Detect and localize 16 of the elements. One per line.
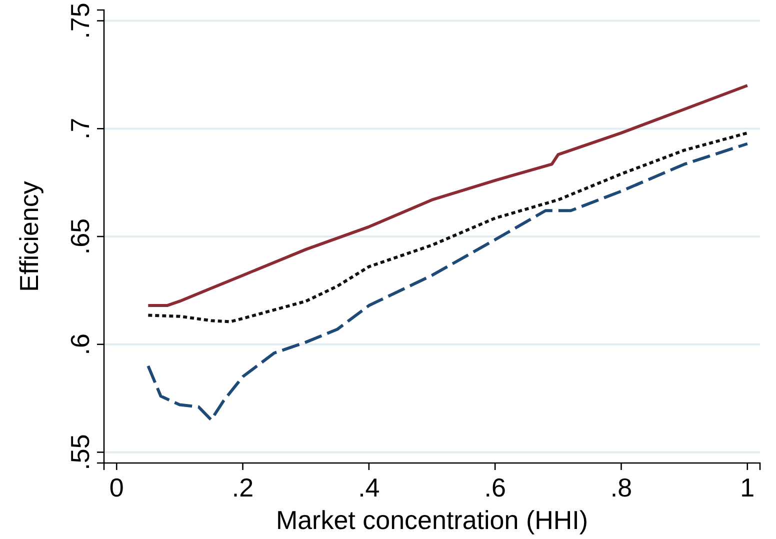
line-series [146, 131, 749, 324]
line-series [146, 142, 749, 422]
x-tick-label: .8 [610, 472, 632, 502]
y-axis-title: Efficiency [14, 181, 44, 292]
y-tick-label: .65 [65, 218, 96, 255]
x-tick-label: 1 [740, 472, 755, 502]
y-tick-label: .7 [65, 118, 96, 140]
x-tick-label: .2 [232, 472, 254, 502]
x-axis-title: Market concentration (HHI) [276, 505, 588, 535]
y-tick-label: .6 [65, 334, 96, 356]
line-series [146, 84, 749, 308]
x-tick-label: 0 [109, 472, 124, 502]
y-tick-label: .55 [65, 434, 96, 470]
y-tick-label: .75 [65, 2, 96, 39]
x-tick-label: .6 [484, 472, 506, 502]
x-tick-label: .4 [358, 472, 380, 502]
